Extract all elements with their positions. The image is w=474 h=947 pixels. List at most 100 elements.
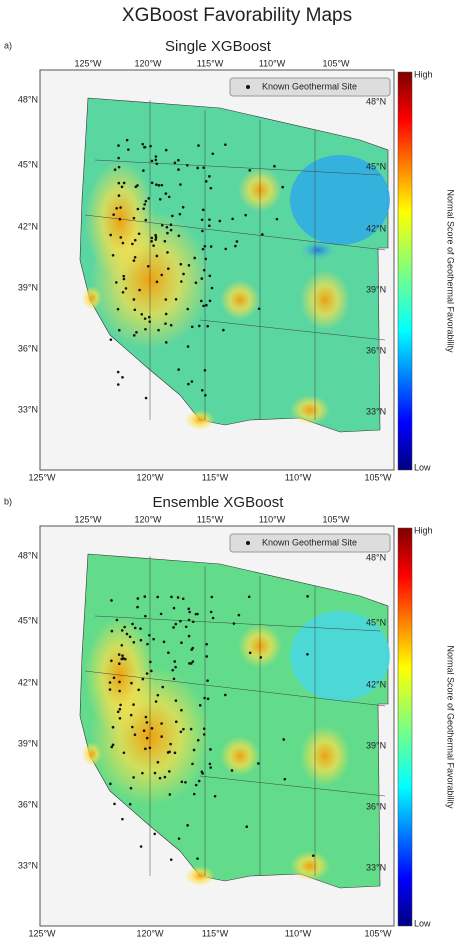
site-marker — [164, 341, 168, 344]
right-tick-label: 33°N — [366, 406, 386, 416]
site-marker — [155, 162, 159, 166]
site-marker — [172, 626, 175, 629]
site-marker — [230, 769, 234, 772]
site-marker — [163, 775, 167, 779]
site-marker — [125, 138, 129, 142]
site-marker — [178, 212, 182, 216]
site-marker — [133, 308, 137, 312]
site-marker — [122, 657, 125, 660]
site-marker — [224, 143, 227, 146]
site-marker — [154, 233, 157, 237]
site-marker — [141, 677, 145, 681]
site-marker — [192, 792, 196, 796]
site-marker — [194, 783, 198, 787]
site-marker — [110, 659, 113, 663]
site-marker — [188, 610, 191, 614]
site-marker — [154, 700, 158, 703]
site-marker — [108, 688, 112, 691]
site-marker — [184, 781, 187, 784]
site-marker — [155, 254, 159, 258]
site-marker — [116, 307, 120, 311]
site-marker — [109, 233, 113, 237]
site-marker — [206, 324, 209, 328]
site-marker — [192, 748, 196, 752]
bottom-tick-label: 115°W — [202, 472, 229, 482]
hot-area — [290, 395, 330, 425]
panel-label: b) — [4, 496, 12, 506]
site-marker — [115, 206, 118, 210]
site-marker — [146, 264, 150, 268]
site-marker — [120, 644, 124, 647]
site-marker — [167, 195, 171, 199]
site-marker — [171, 668, 175, 672]
colorbar-low: Low — [414, 462, 431, 472]
site-marker — [111, 743, 115, 747]
site-marker — [164, 312, 168, 316]
site-marker — [235, 240, 239, 243]
site-marker — [116, 370, 120, 374]
site-marker — [139, 638, 143, 642]
site-marker — [143, 317, 147, 320]
site-marker — [111, 253, 115, 257]
site-marker — [131, 622, 134, 626]
site-marker — [281, 185, 284, 189]
hot-area — [300, 270, 350, 330]
site-marker — [162, 640, 166, 644]
legend-marker — [246, 541, 250, 545]
top-tick-label: 105°W — [322, 58, 350, 68]
hot-area — [220, 736, 260, 776]
site-marker — [118, 716, 122, 720]
site-marker — [164, 192, 168, 195]
site-marker — [136, 207, 140, 211]
left-tick-label: 36°N — [18, 343, 38, 353]
top-tick-label: 120°W — [134, 514, 162, 524]
state-border — [84, 670, 386, 707]
site-marker — [156, 760, 160, 764]
site-marker — [187, 382, 190, 386]
site-marker — [111, 725, 115, 729]
left-tick-label: 39°N — [18, 738, 38, 748]
left-tick-label: 48°N — [18, 550, 38, 560]
site-marker — [166, 231, 169, 235]
site-marker — [206, 697, 210, 701]
state-border — [199, 319, 386, 341]
site-marker — [180, 280, 183, 283]
site-marker — [182, 727, 185, 731]
right-tick-label: 48°N — [366, 552, 386, 562]
site-marker — [273, 164, 276, 168]
site-marker — [237, 613, 241, 617]
site-marker — [141, 771, 144, 775]
site-marker — [132, 334, 136, 337]
site-marker — [129, 786, 133, 790]
bottom-tick-label: 125°W — [28, 472, 56, 482]
site-marker — [144, 199, 148, 203]
site-marker — [202, 166, 205, 169]
site-marker — [311, 854, 315, 857]
site-marker — [244, 213, 247, 217]
site-marker — [177, 837, 181, 840]
site-marker — [200, 277, 204, 280]
site-marker — [181, 597, 185, 601]
site-marker — [185, 164, 189, 167]
panel-title: Single XGBoost — [165, 38, 272, 55]
site-marker — [144, 715, 148, 719]
site-marker — [234, 244, 237, 248]
site-marker — [121, 241, 125, 245]
site-marker — [122, 274, 126, 278]
top-tick-label: 115°W — [197, 514, 224, 524]
site-marker — [132, 216, 136, 220]
site-marker — [142, 169, 145, 172]
site-marker — [169, 223, 173, 226]
site-marker — [154, 158, 158, 162]
site-marker — [130, 725, 134, 729]
site-marker — [143, 203, 146, 206]
map-panel: a) Single XGBoost Known Geothermal Site Hig… — [4, 38, 456, 482]
bottom-tick-label: 110°W — [285, 928, 312, 938]
hot-area — [82, 742, 102, 766]
site-marker — [173, 161, 177, 165]
site-marker — [121, 817, 124, 821]
site-marker — [189, 727, 193, 731]
site-marker — [194, 612, 198, 616]
site-marker — [191, 660, 195, 663]
